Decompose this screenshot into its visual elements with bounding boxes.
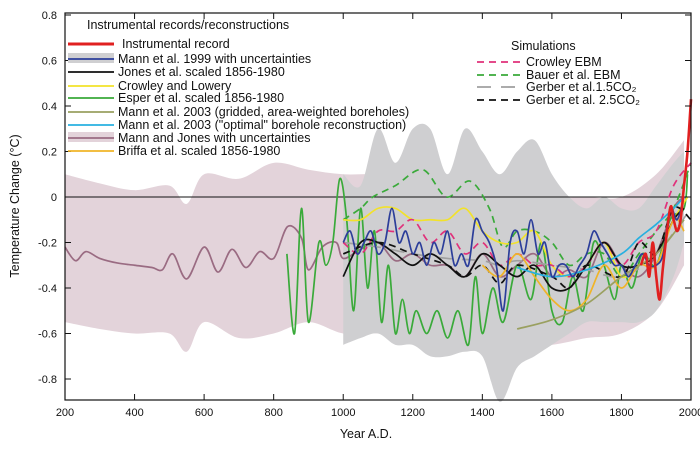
legend-item-label: Mann et al. 2003 (gridded, area-weighted…	[118, 105, 409, 119]
legend-item-label: Gerber et al. 2.5CO₂	[526, 93, 640, 107]
y-tick-label: 0.6	[42, 56, 57, 68]
legend-item-label: Gerber et al.1.5CO₂	[526, 80, 637, 94]
y-tick-label: -0.8	[38, 374, 57, 386]
legend-item-label: Mann et al. 2003 ("optimal" borehole rec…	[118, 118, 406, 132]
y-tick-label: -0.2	[38, 238, 57, 250]
series-lines	[64, 99, 693, 346]
x-tick-label: 1000	[331, 407, 355, 419]
x-tick-label: 200	[56, 407, 74, 419]
legend-item-label: Jones et al. scaled 1856-1980	[118, 65, 285, 79]
y-tick-label: -0.4	[38, 283, 57, 295]
series-line-11	[342, 196, 685, 312]
x-tick-label: 1800	[609, 407, 633, 419]
legend-item-label: Bauer et al. EBM	[526, 68, 621, 82]
plot-frame	[64, 12, 692, 401]
series-line-12	[639, 99, 693, 301]
legend-simulations-title: Simulations	[511, 39, 576, 53]
x-tick-label: 1400	[470, 407, 494, 419]
y-tick-label: 0	[51, 192, 57, 204]
legend-swatch-band	[68, 132, 114, 142]
uncertainty-bands	[65, 123, 685, 402]
y-axis-label: Temperature Change (°C)	[8, 134, 22, 277]
legend-item-label: Esper et al. scaled 1856-1980	[118, 91, 284, 105]
legend: Instrumental records/reconstructions Sim…	[68, 18, 640, 158]
legend-item-label: Mann and Jones with uncertainties	[118, 131, 310, 145]
legend-item-label: Instrumental record	[122, 37, 230, 51]
y-tick-label: -0.6	[38, 329, 57, 341]
legend-item-label: Crowley and Lowery	[118, 79, 232, 93]
x-tick-label: 1200	[401, 407, 425, 419]
x-tick-label: 1600	[540, 407, 564, 419]
legend-reconstructions-title: Instrumental records/reconstructions	[87, 18, 289, 32]
series-line-0	[64, 196, 685, 280]
series-line-1	[286, 174, 689, 346]
x-axis-label: Year A.D.	[340, 427, 392, 441]
y-tick-label: 0.4	[42, 101, 57, 113]
x-tick-label: 400	[125, 407, 143, 419]
legend-swatch-band	[68, 53, 114, 63]
legend-item-label: Briffa et al. scaled 1856-1980	[118, 144, 280, 158]
series-line-7	[342, 206, 692, 290]
legend-item-label: Mann et al. 1999 with uncertainties	[118, 52, 311, 66]
y-tick-label: 0.8	[42, 10, 57, 22]
legend-item-label: Crowley EBM	[526, 55, 602, 69]
x-tick-label: 600	[195, 407, 213, 419]
series-line-2	[342, 162, 692, 278]
y-tick-label: 0.2	[42, 147, 57, 159]
x-tick-label: 800	[264, 407, 282, 419]
series-line-9	[516, 219, 685, 330]
